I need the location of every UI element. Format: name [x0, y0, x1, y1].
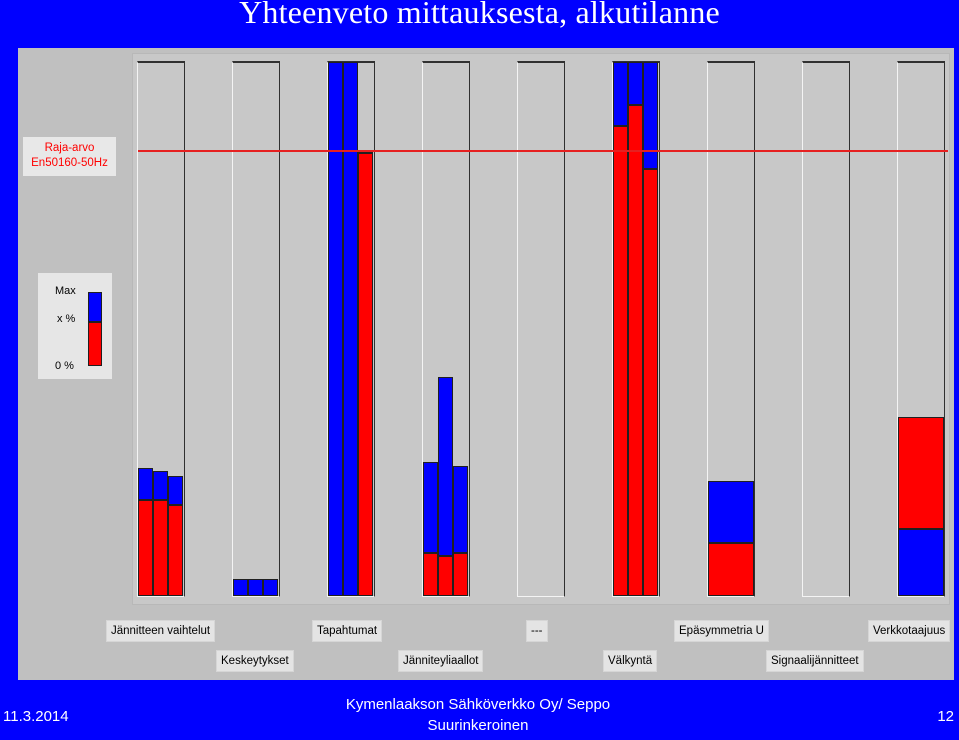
bar-value-segment — [708, 543, 754, 596]
slide-title: Yhteenveto mittauksesta, alkutilanne — [239, 0, 720, 30]
legend-x-pct-label: x % — [57, 313, 76, 325]
footer-page-number: 12 — [937, 708, 954, 725]
limit-label-line2: En50160-50Hz — [31, 157, 108, 169]
label-frequency: Verkkotaajuus — [868, 620, 951, 642]
bar-value-segment — [613, 126, 628, 596]
bar-value-segment — [643, 169, 658, 596]
footer-company: Kymenlaakson Sähköverkko Oy/ Seppo Suuri… — [345, 696, 611, 734]
bar-max-segment — [423, 462, 438, 553]
measurement-panel: Raja-arvo En50160-50Hz Max x % 0 % Jänni… — [18, 48, 954, 680]
legend-max-swatch — [88, 292, 102, 322]
bar-max-segment — [138, 468, 153, 500]
bar-max-segment — [453, 466, 468, 553]
label-interruptions: Keskeytykset — [216, 650, 294, 672]
bar-max-segment — [233, 579, 248, 596]
bar-value-segment — [898, 417, 944, 529]
bar-max-segment — [153, 471, 168, 500]
bar-max-segment — [438, 377, 453, 556]
limit-label-box: Raja-arvo En50160-50Hz — [23, 137, 116, 176]
label-harmonics: Jänniteyliaallot — [398, 650, 484, 672]
bar-max-segment — [613, 62, 628, 126]
label-empty: --- — [526, 620, 548, 642]
bar-max-segment — [168, 476, 183, 505]
chart-column-8 — [802, 61, 850, 597]
bar-max-segment — [263, 579, 278, 596]
bar-value-segment — [153, 500, 168, 596]
bar-max-segment — [328, 62, 343, 596]
chart-column-2 — [232, 61, 280, 597]
chart-column-5 — [517, 61, 565, 597]
bar-value-segment — [138, 500, 153, 596]
label-events: Tapahtumat — [312, 620, 383, 642]
limit-label-line1: Raja-arvo — [44, 142, 95, 154]
bar-value-segment — [423, 553, 438, 596]
bar-max-segment — [343, 62, 358, 596]
bar-max-segment — [898, 529, 944, 596]
bar-value-segment — [438, 556, 453, 596]
legend-value-swatch — [88, 322, 102, 366]
bar-value-segment — [358, 153, 373, 596]
label-flicker: Välkyntä — [603, 650, 658, 672]
limit-line — [138, 150, 948, 152]
legend-max-label: Max — [55, 285, 76, 297]
label-signal-voltages: Signaalijännitteet — [766, 650, 864, 672]
label-voltage-variation: Jännitteen vaihtelut — [106, 620, 216, 642]
bar-max-segment — [708, 481, 754, 543]
bar-max-segment — [628, 62, 643, 105]
bar-value-segment — [168, 505, 183, 596]
legend-box: Max x % 0 % — [38, 273, 112, 379]
chart-area — [132, 53, 950, 605]
footer-date: 11.3.2014 — [3, 708, 69, 725]
bar-max-segment — [248, 579, 263, 596]
bar-value-segment — [453, 553, 468, 596]
legend-zero-label: 0 % — [55, 360, 74, 372]
label-unbalance: Epäsymmetria U — [674, 620, 769, 642]
bar-max-segment — [643, 62, 658, 169]
bar-value-segment — [628, 105, 643, 596]
